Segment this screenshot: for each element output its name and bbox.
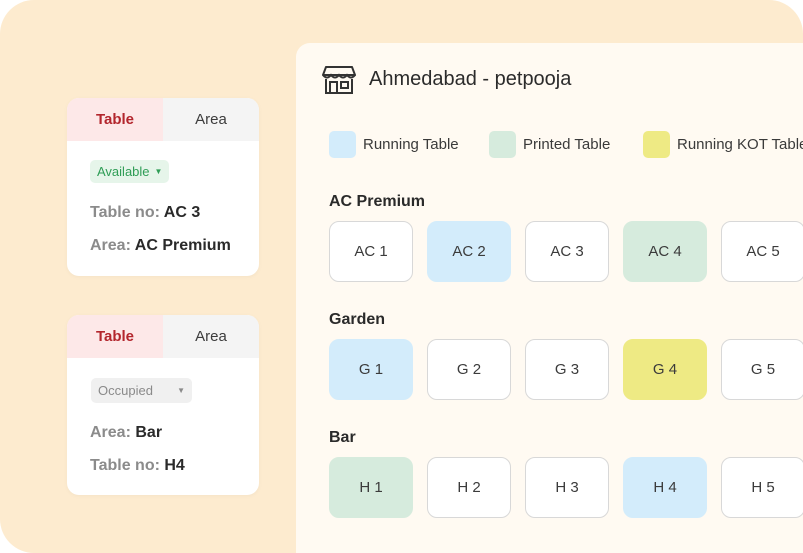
table-no-value: AC 3 (163, 204, 201, 221)
legend-running-kot-table: Running KOT Table (643, 131, 803, 158)
table-tile[interactable]: G 4 (623, 339, 707, 400)
table-tile[interactable]: H 1 (329, 457, 413, 518)
status-dropdown[interactable]: Occupied ▼ (91, 378, 192, 403)
table-tile[interactable]: H 3 (525, 457, 609, 518)
store-icon (322, 66, 356, 94)
table-tile[interactable]: H 2 (427, 457, 511, 518)
legend-swatch (643, 131, 670, 158)
table-tile[interactable]: AC 3 (525, 221, 609, 282)
area-value: Bar (135, 424, 163, 441)
chevron-down-icon: ▼ (154, 167, 163, 176)
table-tile[interactable]: H 4 (623, 457, 707, 518)
table-tile[interactable]: AC 2 (427, 221, 511, 282)
chevron-down-icon: ▼ (177, 386, 185, 395)
table-tile[interactable]: G 1 (329, 339, 413, 400)
table-no-line: Table no: AC 3 (90, 204, 200, 222)
status-label: Occupied (98, 383, 153, 398)
tab-table[interactable]: Table (67, 315, 163, 358)
legend-swatch (489, 131, 516, 158)
legend-swatch (329, 131, 356, 158)
table-layout-panel: Ahmedabad - petpooja Running Table Print… (296, 43, 803, 553)
legend-label: Running Table (363, 136, 459, 153)
legend-label: Running KOT Table (677, 136, 803, 153)
area-label: Area: (90, 237, 131, 254)
table-no-label: Table no: (90, 204, 160, 221)
table-no-value: H4 (164, 457, 185, 474)
tab-table[interactable]: Table (67, 98, 163, 141)
legend-running-table: Running Table (329, 131, 459, 158)
section-title-ac-premium: AC Premium (329, 193, 426, 210)
table-info-card-occupied: Table Area Occupied ▼ Area: Bar Table no… (67, 315, 259, 495)
area-line: Area: AC Premium (90, 237, 231, 255)
section-title-bar: Bar (329, 429, 356, 446)
section-title-garden: Garden (329, 311, 386, 328)
status-dropdown[interactable]: Available ▼ (90, 160, 170, 183)
table-no-label: Table no: (90, 457, 160, 474)
table-tile[interactable]: AC 4 (623, 221, 707, 282)
area-label: Area: (90, 424, 131, 441)
outlet-name: Ahmedabad - petpooja (369, 68, 572, 90)
table-tile[interactable]: G 5 (721, 339, 803, 400)
table-tile[interactable]: G 3 (525, 339, 609, 400)
area-line: Area: Bar (90, 424, 162, 442)
table-tile[interactable]: G 2 (427, 339, 511, 400)
card-tabs: Table Area (67, 315, 259, 358)
legend-printed-table: Printed Table (489, 131, 610, 158)
tab-area[interactable]: Area (163, 98, 259, 141)
card-tabs: Table Area (67, 98, 259, 141)
table-no-line: Table no: H4 (90, 457, 185, 475)
legend-label: Printed Table (523, 136, 611, 153)
table-tile[interactable]: H 5 (721, 457, 803, 518)
table-tile[interactable]: AC 1 (329, 221, 413, 282)
tab-area[interactable]: Area (163, 315, 259, 358)
table-info-card-available: Table Area Available ▼ Table no: AC 3 Ar… (67, 98, 259, 276)
area-value: AC Premium (134, 237, 231, 254)
table-tile[interactable]: AC 5 (721, 221, 803, 282)
status-label: Available (97, 164, 150, 179)
